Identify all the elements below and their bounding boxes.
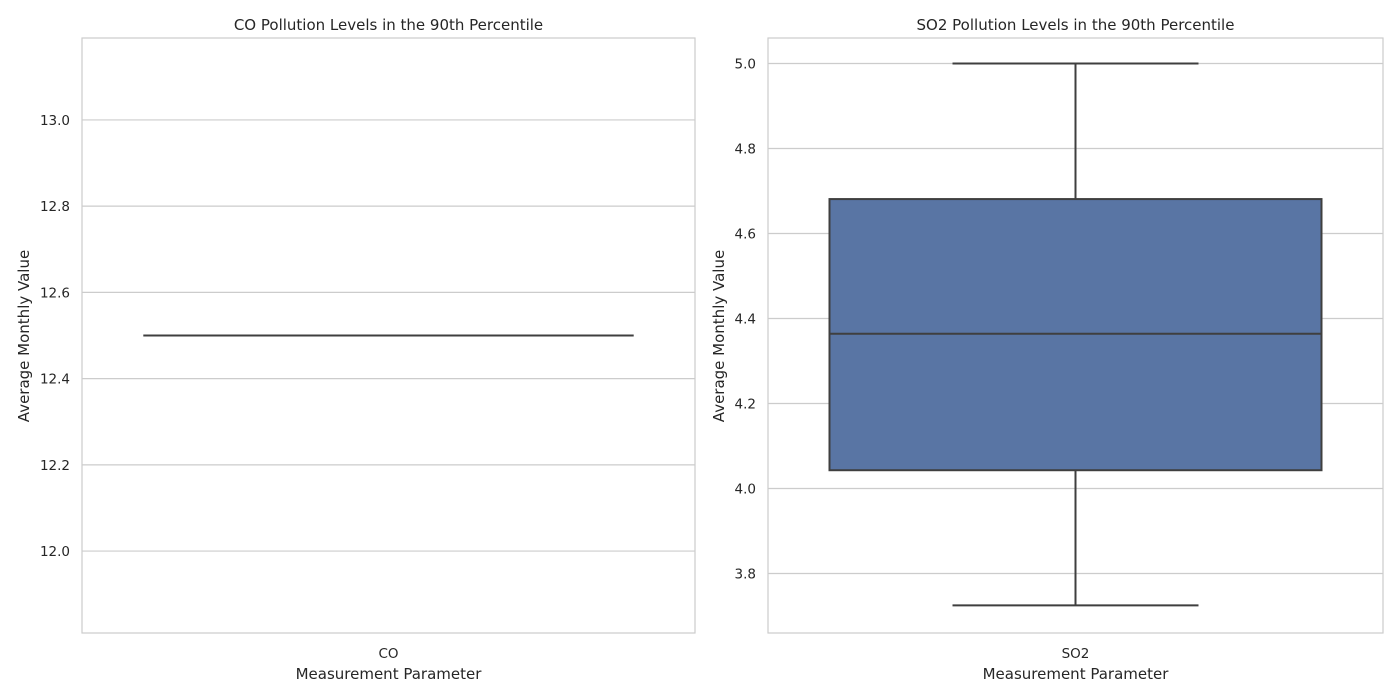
- so2-y-ticks: 3.8 4.0 4.2 4.4 4.6 4.8 5.0: [735, 57, 756, 583]
- co-chart-title: CO Pollution Levels in the 90th Percenti…: [234, 16, 543, 34]
- so2-y-tick-label: 4.2: [735, 397, 756, 413]
- co-y-tick-label: 12.4: [40, 372, 70, 388]
- so2-x-axis-label: Measurement Parameter: [983, 665, 1170, 683]
- so2-boxplot-panel: 3.8 4.0 4.2 4.4 4.6 4.8 5.0 SO2 Pollution Leve…: [710, 16, 1384, 683]
- so2-x-tick-label: SO2: [1062, 646, 1090, 662]
- co-y-axis-label: Average Monthly Value: [15, 250, 33, 422]
- co-x-axis-label: Measurement Parameter: [296, 665, 483, 683]
- co-gridlines: [82, 119, 695, 552]
- co-x-tick-label: CO: [378, 646, 398, 662]
- so2-y-tick-label: 5.0: [735, 57, 756, 73]
- so2-y-tick-label: 4.8: [735, 142, 756, 158]
- co-y-tick-label: 12.8: [40, 199, 70, 215]
- co-y-tick-label: 12.2: [40, 458, 70, 474]
- so2-y-tick-label: 4.6: [735, 227, 756, 243]
- so2-y-tick-label: 4.4: [735, 312, 756, 328]
- co-y-tick-label: 12.6: [40, 285, 70, 301]
- co-y-tick-label: 13.0: [40, 113, 70, 129]
- so2-y-axis-label: Average Monthly Value: [710, 250, 728, 422]
- so2-chart-title: SO2 Pollution Levels in the 90th Percent…: [917, 16, 1235, 34]
- co-boxplot-panel: 12.0 12.2 12.4 12.6 12.8 13.0 CO Pollution Le…: [15, 16, 696, 683]
- so2-box-element: [828, 62, 1323, 607]
- so2-y-tick-label: 3.8: [735, 567, 756, 583]
- co-y-ticks: 12.0 12.2 12.4 12.6 12.8 13.0: [40, 113, 70, 560]
- co-y-tick-label: 12.0: [40, 544, 70, 560]
- so2-y-tick-label: 4.0: [735, 482, 756, 498]
